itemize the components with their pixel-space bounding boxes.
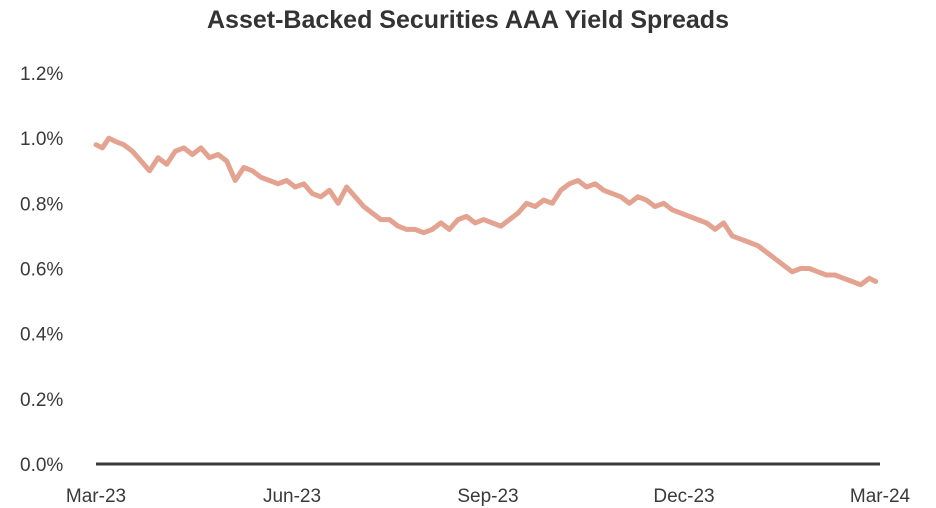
y-tick-label: 0.0% [20,455,63,476]
series-layer [93,135,879,288]
x-tick-label: Sep-23 [457,486,518,507]
y-tick-label: 0.8% [20,194,63,215]
y-tick-label: 0.2% [20,390,63,411]
x-tick-label: Dec-23 [653,486,714,507]
chart-title: Asset-Backed Securities AAA Yield Spread… [207,6,729,34]
y-axis-ticks: 0.0% 0.2% 0.4% 0.6% 0.8% 1.0% 1.2% [20,64,63,476]
y-tick-label: 1.2% [20,64,63,85]
y-tick-label: 1.0% [20,129,63,150]
y-tick-label: 0.4% [20,325,63,346]
y-tick-label: 0.6% [20,260,63,281]
x-tick-label: Mar-23 [66,486,126,507]
x-tick-label: Jun-23 [263,486,321,507]
x-tick-label: Mar-24 [850,486,911,507]
x-axis-ticks: Mar-23 Jun-23 Sep-23 Dec-23 Mar-24 [66,486,911,507]
series-line-0 [93,135,879,288]
